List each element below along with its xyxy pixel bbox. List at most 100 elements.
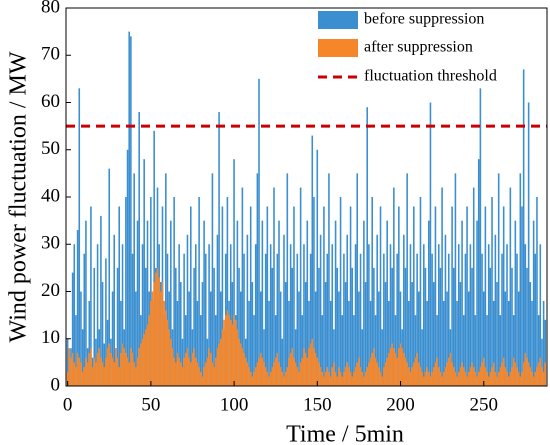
bar	[466, 376, 468, 386]
bar	[447, 357, 450, 386]
bar	[378, 367, 380, 386]
bar	[522, 69, 525, 387]
bar	[213, 367, 215, 386]
bar	[116, 267, 119, 386]
bar	[218, 111, 220, 386]
bar	[244, 357, 247, 386]
bar	[178, 244, 180, 386]
bar	[178, 357, 180, 386]
bar	[373, 267, 375, 386]
bar	[121, 244, 124, 386]
bar	[183, 253, 185, 386]
bar	[504, 291, 507, 386]
bar	[532, 220, 535, 386]
bar	[466, 206, 468, 386]
bar	[256, 173, 259, 386]
bar	[454, 371, 457, 386]
bar	[93, 357, 96, 386]
bar	[444, 234, 447, 386]
bar	[113, 234, 116, 386]
bar	[476, 220, 478, 386]
bar	[316, 149, 319, 386]
bar	[173, 357, 175, 386]
bar	[454, 173, 457, 386]
bar	[173, 197, 175, 386]
bar	[204, 253, 207, 386]
bar	[431, 371, 433, 386]
bar	[304, 282, 307, 386]
bar	[113, 362, 116, 386]
bar	[324, 371, 327, 386]
bar	[439, 371, 442, 386]
bar	[376, 362, 378, 386]
bar	[306, 357, 309, 386]
bar	[120, 300, 122, 386]
bar	[253, 315, 255, 386]
bar	[539, 357, 542, 386]
bar	[73, 244, 76, 386]
bar	[442, 371, 445, 386]
bar	[326, 253, 329, 386]
bar	[90, 348, 92, 386]
bar	[467, 371, 470, 386]
bar	[248, 367, 250, 386]
y-tick-label: 70	[41, 44, 60, 65]
bar	[273, 362, 275, 386]
bar	[269, 244, 272, 386]
bar	[168, 329, 170, 386]
bar	[423, 376, 425, 386]
legend-swatch	[318, 11, 358, 29]
bar	[264, 253, 267, 386]
bar	[284, 371, 287, 386]
bar	[421, 371, 423, 386]
bar	[419, 197, 422, 386]
bar	[491, 367, 493, 386]
legend-label: fluctuation threshold	[364, 68, 497, 85]
bar	[193, 267, 195, 386]
bar	[153, 282, 155, 386]
bar	[506, 244, 508, 386]
y-tick-label: 10	[41, 327, 60, 348]
bar	[206, 357, 209, 386]
bar	[399, 291, 402, 386]
bar	[268, 376, 270, 386]
bar	[507, 300, 510, 386]
bar	[241, 187, 244, 386]
bar	[541, 338, 543, 386]
bar	[279, 291, 282, 386]
legend-swatch	[318, 39, 358, 57]
bar	[469, 244, 472, 386]
bar	[541, 367, 543, 386]
bar	[517, 291, 520, 386]
x-tick-label: 250	[470, 394, 499, 415]
bar	[246, 234, 249, 386]
bar	[261, 220, 264, 386]
bar	[288, 300, 290, 386]
bar	[334, 220, 337, 386]
x-axis-label: Time / 5min	[286, 422, 404, 445]
bar	[209, 352, 212, 386]
bar	[110, 352, 112, 386]
bar	[441, 187, 443, 386]
bar	[359, 367, 362, 386]
bar	[161, 282, 164, 386]
bar	[338, 291, 340, 386]
bar	[369, 300, 372, 386]
bar	[128, 362, 130, 386]
bar	[321, 371, 324, 386]
bar	[289, 352, 292, 386]
bar	[474, 371, 477, 386]
bar	[529, 282, 532, 386]
bar	[228, 315, 230, 386]
bar	[462, 367, 465, 386]
bar	[140, 343, 142, 386]
bar	[248, 300, 250, 386]
bar	[216, 348, 219, 386]
bar	[294, 329, 297, 386]
bar	[308, 300, 310, 386]
bar	[494, 371, 497, 386]
bar	[386, 220, 388, 386]
bar	[409, 244, 412, 386]
bar	[391, 267, 393, 386]
bar	[251, 282, 254, 386]
